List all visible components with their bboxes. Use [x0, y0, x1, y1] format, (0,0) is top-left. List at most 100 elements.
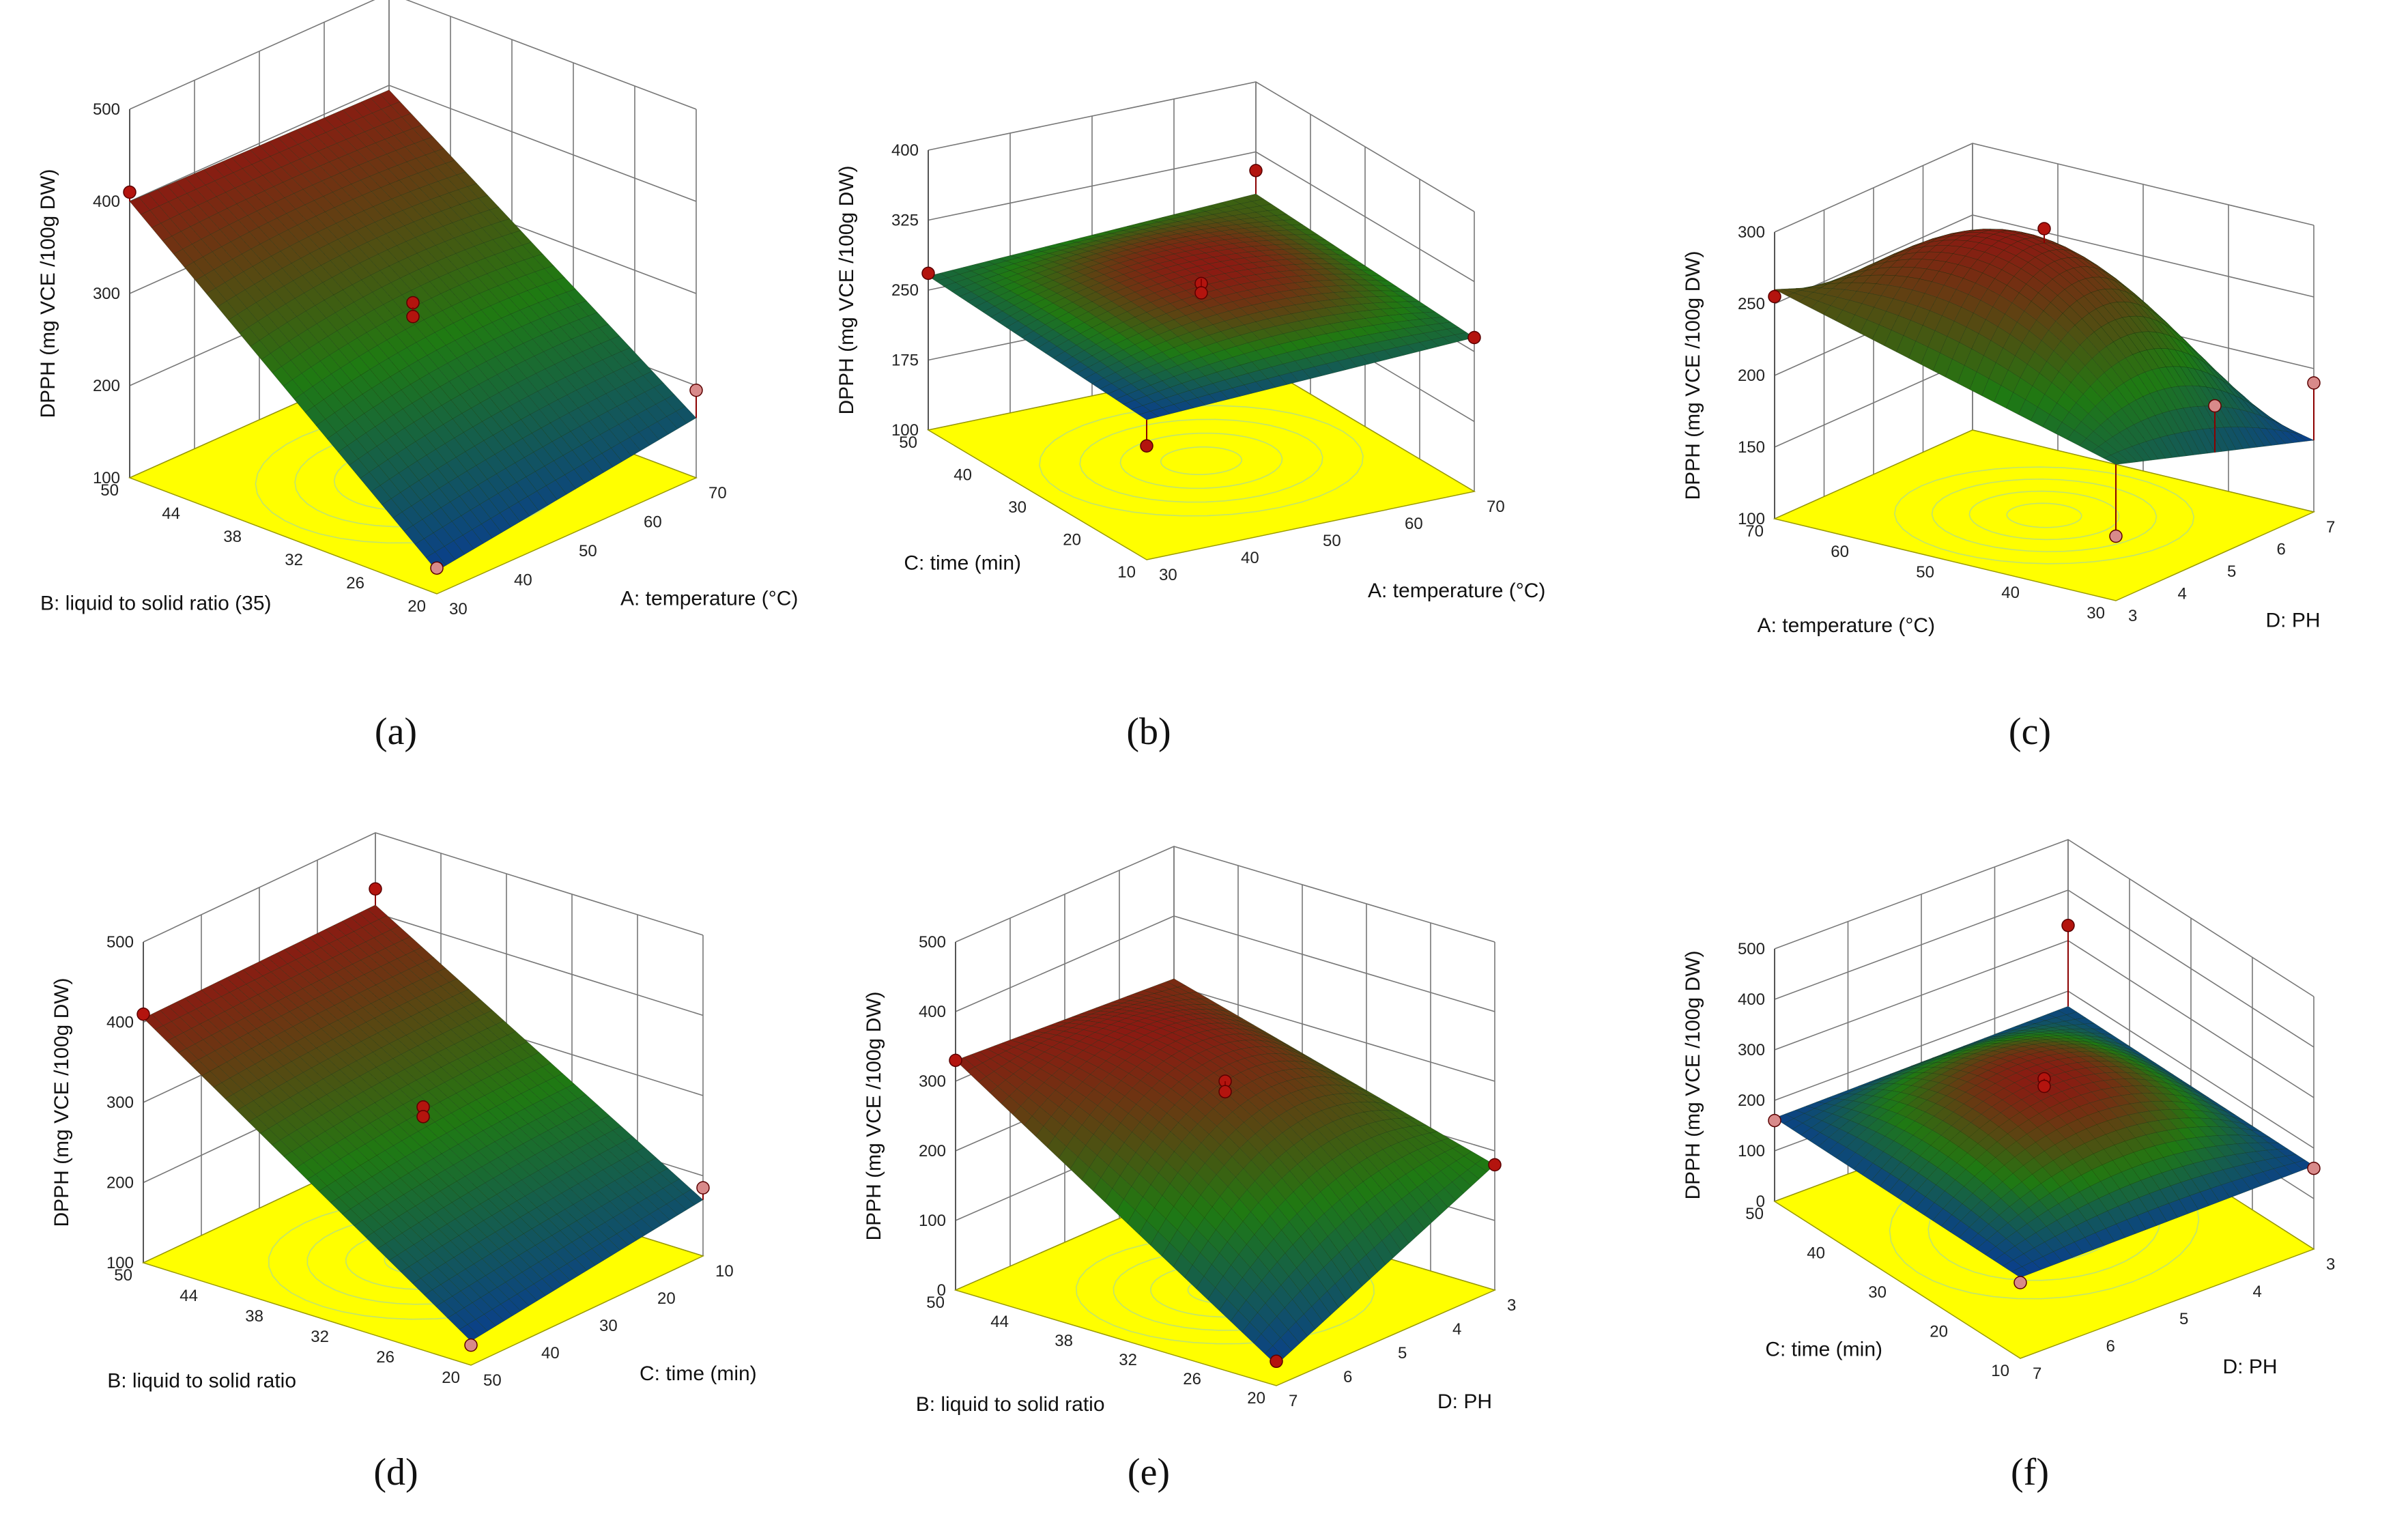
- panel-e: 0 100 200 300 400 500 7 6 5 4 3 20 26 32 38 44 50 D: PH B:…: [792, 840, 1556, 1416]
- y-tick-label: 20: [442, 1369, 460, 1387]
- z-tick-label: 100: [106, 1254, 134, 1272]
- z-axis-label: DPPH (mg VCE /100g DW): [51, 977, 73, 1227]
- y-tick-label: 50: [1916, 563, 1934, 582]
- z-tick-label: 400: [106, 1014, 134, 1032]
- x-tick-label: 5: [2227, 562, 2236, 581]
- z-tick-label: 300: [919, 1072, 946, 1091]
- y-axis-label: A: temperature (°C): [1758, 614, 1935, 637]
- y-tick-label: 38: [223, 528, 242, 546]
- x-tick-label: 3: [2128, 607, 2137, 625]
- caption-a: (a): [374, 711, 418, 753]
- x-axis-label: D: PH: [1437, 1390, 1492, 1413]
- z-tick-label: 200: [106, 1174, 134, 1192]
- y-axis-label: B: liquid to solid ratio: [107, 1370, 296, 1392]
- x-axis-label: D: PH: [2266, 610, 2321, 632]
- z-tick-label: 100: [1738, 510, 1765, 528]
- z-axis-label: DPPH (mg VCE /100g DW): [863, 991, 885, 1240]
- tick-labels: 100 200 300 400 500 50 40 30 20 10 20 26 32 38 44 50: [106, 933, 734, 1390]
- design-point: [137, 1008, 150, 1021]
- design-point: [2037, 1079, 2051, 1094]
- z-tick-label: 400: [93, 192, 120, 211]
- z-tick-label: 200: [1738, 1091, 1765, 1110]
- z-tick-label: 500: [919, 933, 946, 952]
- y-tick-label: 30: [1868, 1283, 1887, 1302]
- design-point: [2061, 919, 2075, 932]
- design-point: [696, 1181, 710, 1195]
- z-tick-label: 100: [1738, 1142, 1765, 1160]
- response-surface: [1774, 229, 2314, 465]
- x-axis-label: D: PH: [2223, 1356, 2278, 1378]
- design-points: [1768, 919, 2321, 1289]
- x-tick-label: 7: [1289, 1392, 1298, 1410]
- x-tick-label: 7: [2033, 1365, 2041, 1383]
- z-tick-label: 100: [891, 421, 919, 440]
- z-axis-label: DPPH (mg VCE /100g DW): [1682, 950, 1704, 1199]
- design-point: [949, 1053, 962, 1068]
- z-tick-label: 500: [106, 933, 134, 952]
- tick-labels: 0 100 200 300 400 500 7 6 5 4 3 20 26 32 38 44 50: [919, 933, 1516, 1410]
- x-tick-label: 4: [2178, 585, 2187, 603]
- x-tick-label: 20: [657, 1289, 676, 1308]
- design-points: [949, 1053, 1502, 1369]
- design-point: [2013, 1276, 2027, 1289]
- z-tick-label: 250: [1738, 295, 1765, 313]
- y-tick-label: 10: [1991, 1362, 2009, 1380]
- x-tick-label: 3: [1507, 1296, 1516, 1315]
- y-tick-label: 26: [376, 1348, 395, 1367]
- y-tick-label: 50: [114, 1266, 132, 1285]
- y-tick-label: 20: [1063, 531, 1081, 549]
- design-point: [2208, 399, 2222, 413]
- design-point: [921, 266, 935, 281]
- z-tick-label: 500: [93, 100, 120, 119]
- z-tick-label: 500: [1738, 940, 1765, 958]
- design-point: [1768, 1113, 1781, 1128]
- surface-chart-d: 100 200 300 400 500 50 40 30 20 10 20 26 32 38 44 50 C: …: [51, 832, 757, 1392]
- y-axis-label: B: liquid to solid ratio: [916, 1393, 1105, 1416]
- y-tick-label: 10: [1117, 563, 1136, 582]
- y-tick-label: 44: [180, 1287, 198, 1305]
- x-tick-label: 70: [708, 484, 727, 502]
- y-tick-label: 40: [2001, 584, 2020, 602]
- y-tick-label: 32: [311, 1328, 329, 1346]
- design-point: [689, 384, 703, 397]
- panel-c: 100 150 200 250 300 3 4 5 6 7 30 40 50 60 70 D: PH A: te…: [1570, 82, 2408, 642]
- x-tick-label: 6: [1343, 1368, 1352, 1386]
- z-tick-label: 175: [891, 352, 919, 370]
- design-point: [2109, 529, 2123, 543]
- z-tick-label: 400: [919, 1003, 946, 1021]
- z-tick-label: 325: [891, 212, 919, 230]
- response-surface: [129, 89, 697, 571]
- z-tick-label: 300: [93, 285, 120, 303]
- x-tick-label: 4: [2253, 1283, 2262, 1301]
- floor-plane: [1773, 429, 2316, 601]
- y-tick-label: 20: [1247, 1389, 1265, 1408]
- design-point: [369, 882, 382, 896]
- response-surface: [1774, 1005, 2314, 1278]
- x-tick-label: 30: [599, 1317, 618, 1335]
- design-point: [416, 1110, 430, 1124]
- z-tick-label: 300: [1738, 223, 1765, 242]
- z-tick-label: 0: [1756, 1192, 1765, 1211]
- design-point: [464, 1338, 478, 1352]
- y-tick-label: 26: [346, 574, 364, 592]
- y-tick-label: 32: [1119, 1351, 1137, 1369]
- surface-chart-a: 100 200 300 400 500 30 40 50 60 70 20 26 32 38 44 50 A: …: [37, 0, 798, 618]
- caption-d: (d): [373, 1451, 418, 1494]
- y-tick-label: 44: [990, 1313, 1009, 1331]
- caption-b: (b): [1126, 711, 1171, 753]
- y-tick-label: 20: [407, 597, 426, 616]
- design-points: [921, 164, 1481, 453]
- design-point: [2037, 222, 2051, 235]
- design-point: [1218, 1085, 1232, 1099]
- design-point: [1488, 1158, 1502, 1172]
- y-tick-label: 50: [1745, 1205, 1764, 1223]
- x-tick-label: 60: [644, 513, 662, 532]
- y-tick-label: 50: [100, 481, 119, 500]
- y-axis-label: C: time (min): [904, 552, 1021, 575]
- y-tick-label: 30: [1008, 498, 1027, 517]
- z-tick-label: 100: [93, 469, 120, 487]
- panel-d: 100 200 300 400 500 50 40 30 20 10 20 26 32 38 44 50 C: …: [0, 832, 792, 1392]
- z-tick-label: 200: [919, 1142, 946, 1160]
- y-tick-label: 50: [926, 1294, 945, 1312]
- design-point: [2307, 1161, 2321, 1175]
